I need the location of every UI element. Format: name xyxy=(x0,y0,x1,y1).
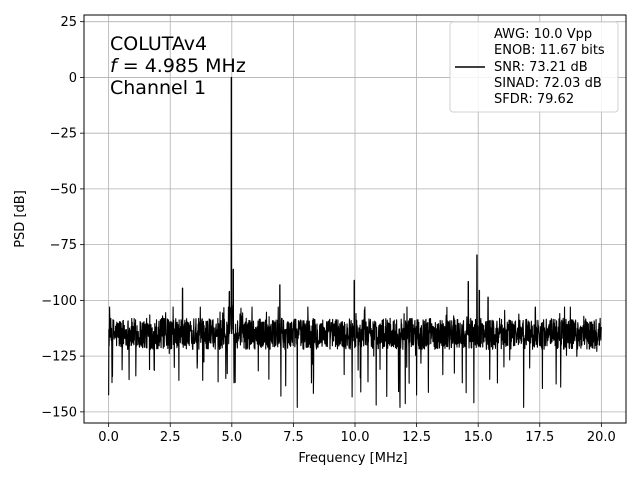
y-tick-label: −125 xyxy=(41,350,77,365)
x-tick-label: 17.5 xyxy=(525,430,554,445)
y-tick-label: −75 xyxy=(50,238,77,253)
annotation-frequency-variable: f xyxy=(110,55,120,77)
x-tick-label: 7.5 xyxy=(283,430,304,445)
annotation-text: COLUTAv4 f = 4.985 MHz Channel 1 xyxy=(110,33,246,99)
x-tick-label: 12.5 xyxy=(402,430,431,445)
legend-entry-awg: AWG: 10.0 Vpp xyxy=(494,27,592,42)
legend-box xyxy=(449,21,619,113)
x-tick-label: 15.0 xyxy=(464,430,493,445)
y-tick-label: 25 xyxy=(60,15,77,30)
psd-series-line xyxy=(108,76,602,408)
annotation-channel: Channel 1 xyxy=(110,77,206,99)
psd-trace xyxy=(108,76,602,408)
y-tick-label: −150 xyxy=(41,405,77,420)
y-tick-label: 0 xyxy=(69,71,77,86)
x-tick-label: 20.0 xyxy=(587,430,616,445)
y-tick-label: −50 xyxy=(50,182,77,197)
x-tick-label: 0.0 xyxy=(98,430,119,445)
legend-entry-sinad: SINAD: 72.03 dB xyxy=(494,76,602,91)
annotation-device: COLUTAv4 xyxy=(110,33,207,55)
y-tick-label: −100 xyxy=(41,294,77,309)
x-tick-label: 10.0 xyxy=(341,430,370,445)
x-tick-label: 2.5 xyxy=(160,430,181,445)
legend-entry-enob: ENOB: 11.67 bits xyxy=(494,43,605,58)
x-axis-label: Frequency [MHz] xyxy=(298,451,407,466)
y-tick-label: −25 xyxy=(50,127,77,142)
annotation-frequency-value: = 4.985 MHz xyxy=(117,55,246,77)
y-axis-label: PSD [dB] xyxy=(13,190,28,248)
x-tick-label: 5.0 xyxy=(221,430,242,445)
legend-entry-snr: SNR: 73.21 dB xyxy=(494,60,588,75)
x-axis-ticks: 0.0 2.5 5.0 7.5 10.0 12.5 15.0 17.5 20.0 xyxy=(98,423,616,445)
legend-entry-sfdr: SFDR: 79.62 xyxy=(494,92,574,107)
legend: AWG: 10.0 Vpp ENOB: 11.67 bits SNR: 73.2… xyxy=(449,21,619,113)
y-axis-ticks: 25 0 −25 −50 −75 −100 −125 −150 xyxy=(41,15,84,420)
annotation-frequency: f = 4.985 MHz xyxy=(110,55,246,77)
